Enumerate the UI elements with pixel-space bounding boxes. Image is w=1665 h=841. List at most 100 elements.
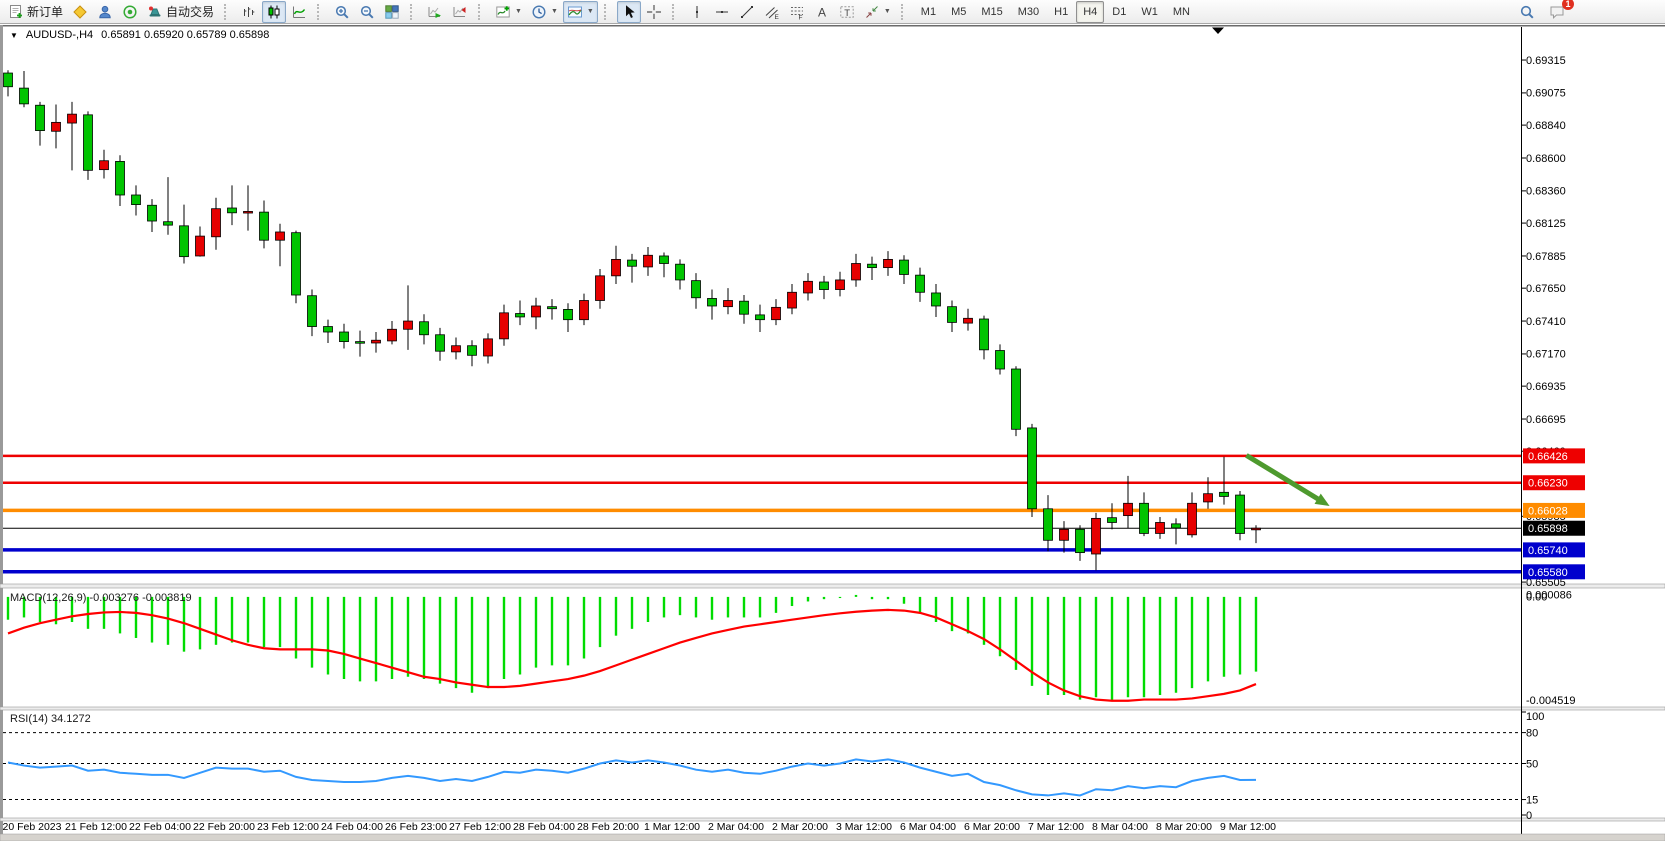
timeframe-m15[interactable]: M15 (974, 1, 1009, 23)
horizontal-line-button[interactable] (710, 1, 734, 23)
candle (675, 259, 685, 290)
line-chart-button[interactable] (287, 1, 311, 23)
price-axis[interactable]: 0.69315 0.69075 0.68840 0.68600 0.68360 0.681… (1521, 55, 1585, 822)
price-line-label-text: 0.66230 (1528, 478, 1568, 490)
timeframe-h4-label: H4 (1083, 5, 1098, 18)
auto-trading-button[interactable]: 自动交易 (143, 1, 218, 23)
price-line-label[interactable] (1523, 520, 1585, 536)
price-line-label[interactable] (1523, 475, 1585, 491)
toolbar-group-grip[interactable] (671, 3, 681, 20)
timeframe-m1[interactable]: M1 (914, 1, 943, 23)
equidistant-channel-button[interactable]: E (760, 1, 784, 23)
fibonacci-button[interactable]: F (785, 1, 809, 23)
candle (131, 185, 141, 216)
time-axis-label: 28 Feb 04:00 (513, 821, 575, 833)
price-line-label-text: 0.65580 (1528, 567, 1568, 579)
price-tick-label: 0.69315 (1526, 55, 1566, 67)
auto-scroll-button[interactable] (423, 1, 447, 23)
price-line-label[interactable] (1523, 448, 1585, 464)
price-line-label[interactable] (1523, 542, 1585, 558)
candle-body (371, 339, 381, 344)
news-service-button[interactable] (118, 1, 142, 23)
toolbar-group-grip[interactable] (224, 3, 233, 20)
candle-body (979, 318, 989, 351)
candle-body (259, 211, 269, 241)
toolbar-group-grip[interactable] (410, 3, 419, 20)
candle-body (1027, 427, 1037, 510)
candle (643, 247, 653, 276)
toolbar-group-grip[interactable] (603, 3, 613, 20)
candle-body (851, 263, 861, 281)
vertical-line-button[interactable] (685, 1, 709, 23)
candle-body (1155, 522, 1165, 534)
arrows-button[interactable]: ▼ (860, 1, 895, 23)
indicators-button[interactable]: ▼ (491, 1, 526, 23)
chart-collapse-icon[interactable]: ▼ (10, 30, 18, 40)
pane-splitter[interactable] (0, 583, 1665, 589)
timeframe-d1[interactable]: D1 (1105, 1, 1133, 23)
zoom-in-button[interactable] (330, 1, 354, 23)
market-watch-button[interactable] (68, 1, 92, 23)
timeframe-w1[interactable]: W1 (1134, 1, 1165, 23)
bar-chart-button[interactable] (237, 1, 261, 23)
chevron-down-icon[interactable]: ▼ (586, 8, 594, 15)
macd-signal-line (7, 608, 1257, 702)
candle-body (867, 263, 877, 269)
candle-body (947, 306, 957, 323)
timeframe-m5[interactable]: M5 (944, 1, 973, 23)
time-axis[interactable]: 20 Feb 2023 21 Feb 12:00 22 Feb 04:00 22 Fe… (3, 821, 1277, 833)
candle-body (691, 280, 701, 299)
candle-body (627, 259, 637, 267)
templates-button[interactable]: ▼ (562, 0, 598, 23)
crosshair-button[interactable] (642, 1, 666, 23)
trend-arrow-object[interactable] (1245, 453, 1323, 503)
candle (275, 223, 285, 267)
text-button[interactable]: A (810, 1, 834, 23)
search-button[interactable] (1515, 1, 1539, 23)
chart-shift-button[interactable] (448, 1, 472, 23)
price-line-label[interactable] (1523, 502, 1585, 518)
timeframe-m30[interactable]: M30 (1011, 1, 1046, 23)
candle-body (787, 291, 797, 309)
candle (547, 299, 557, 320)
text-label-button[interactable]: T (835, 1, 859, 23)
candle (995, 344, 1005, 375)
toolbar-group-grip[interactable] (900, 3, 910, 20)
price-line-label[interactable] (1523, 564, 1585, 580)
pane-splitter[interactable] (0, 706, 1665, 711)
time-axis-label: 22 Feb 04:00 (129, 821, 191, 833)
chart-title[interactable]: ▼ AUDUSD-,H4 0.65891 0.65920 0.65789 0.6… (10, 29, 269, 41)
candle (323, 319, 333, 343)
zoom-out-button[interactable] (355, 1, 379, 23)
tile-windows-button[interactable] (380, 1, 404, 23)
chart-canvas[interactable]: 0.69315 0.69075 0.68840 0.68600 0.68360 0.681… (0, 25, 1665, 841)
new-order-button[interactable]: 新订单 (4, 1, 67, 23)
periods-button[interactable]: ▼ (527, 1, 562, 23)
terminal-button[interactable] (93, 1, 117, 23)
toolbar-group-grip[interactable] (317, 3, 326, 20)
trendline-button[interactable] (735, 1, 759, 23)
candle-body (451, 345, 461, 353)
notifications-button[interactable]: 1 (1545, 0, 1574, 23)
timeframe-h1[interactable]: H1 (1047, 1, 1075, 23)
toolbar-group-grip[interactable] (478, 3, 487, 20)
chevron-down-icon[interactable]: ▼ (550, 8, 558, 15)
macd-indicator-label: MACD(12,26,9) -0.003276 -0.003819 (10, 592, 192, 604)
candle (1203, 477, 1213, 509)
time-axis-label: 20 Feb 2023 (3, 821, 62, 833)
price-tick-label: 0.69075 (1526, 88, 1566, 100)
candlestick-chart-button[interactable] (262, 0, 287, 23)
pane-splitter[interactable] (0, 817, 1665, 822)
timeframe-mn[interactable]: MN (1166, 1, 1197, 23)
cursor-button[interactable] (616, 0, 641, 23)
timeframe-h4[interactable]: H4 (1076, 0, 1105, 23)
chevron-down-icon[interactable]: ▼ (515, 8, 522, 15)
candle-body (435, 334, 445, 352)
candle-body (1139, 502, 1149, 534)
new-order-icon (10, 4, 22, 18)
chart-shift-marker-icon[interactable] (1212, 27, 1224, 35)
chevron-down-icon[interactable]: ▼ (883, 8, 891, 15)
candle-body (51, 121, 61, 132)
time-axis-label: 6 Mar 20:00 (964, 821, 1020, 833)
candle (115, 155, 125, 206)
